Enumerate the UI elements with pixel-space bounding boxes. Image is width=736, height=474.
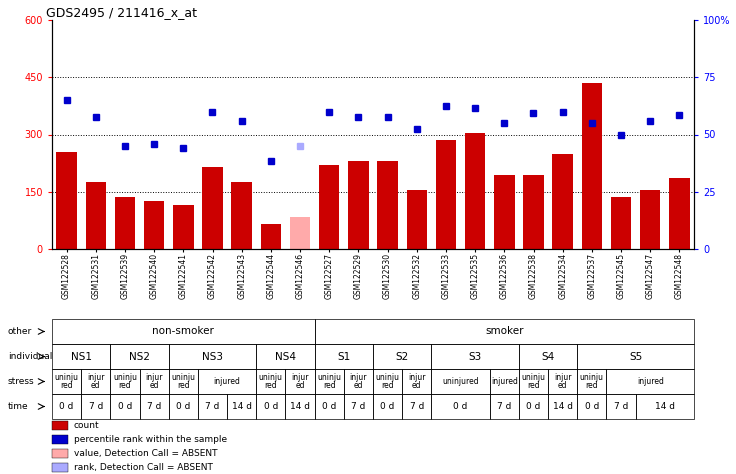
Text: 0 d: 0 d [453,402,468,411]
Text: injur
ed: injur ed [554,373,571,390]
Text: uninju
red: uninju red [317,373,342,390]
Text: uninju
red: uninju red [522,373,545,390]
Text: uninju
red: uninju red [259,373,283,390]
Text: NS3: NS3 [202,352,223,362]
Bar [52,449,68,458]
Text: 14 d: 14 d [290,402,310,411]
Text: NS1: NS1 [71,352,92,362]
Bar [581,83,602,249]
Bar [202,167,223,249]
Text: S5: S5 [629,352,643,362]
Bar [52,435,68,444]
Bar [57,152,77,249]
Text: injur
ed: injur ed [146,373,163,390]
Text: rank, Detection Call = ABSENT: rank, Detection Call = ABSENT [74,463,213,472]
Text: injured: injured [213,377,241,386]
Text: smoker: smoker [485,327,523,337]
Bar [436,140,456,249]
Text: S3: S3 [469,352,482,362]
Text: value, Detection Call = ABSENT: value, Detection Call = ABSENT [74,449,217,458]
Text: injured: injured [637,377,664,386]
Text: S4: S4 [542,352,555,362]
Bar [290,217,311,249]
Text: 0 d: 0 d [118,402,132,411]
Text: 0 d: 0 d [263,402,278,411]
Text: time: time [8,402,29,411]
Text: uninjured: uninjured [442,377,479,386]
Bar [52,463,68,472]
Text: injur
ed: injur ed [291,373,309,390]
Bar [115,198,135,249]
Bar [173,205,194,249]
Bar [378,161,397,249]
Bar [669,178,690,249]
Bar [523,174,544,249]
Text: S2: S2 [395,352,408,362]
Text: GDS2495 / 211416_x_at: GDS2495 / 211416_x_at [46,6,197,19]
Text: count: count [74,421,99,430]
Text: 14 d: 14 d [655,402,675,411]
Bar [319,165,339,249]
Bar [611,198,631,249]
Text: uninju
red: uninju red [375,373,400,390]
Bar [494,174,514,249]
Text: S1: S1 [337,352,350,362]
Text: 0 d: 0 d [381,402,394,411]
Bar [85,182,106,249]
Text: percentile rank within the sample: percentile rank within the sample [74,435,227,444]
Bar [640,190,660,249]
Text: NS2: NS2 [129,352,150,362]
Text: 0 d: 0 d [322,402,336,411]
Text: 7 d: 7 d [351,402,366,411]
Text: 7 d: 7 d [205,402,219,411]
Text: individual: individual [8,352,52,361]
Bar [52,421,68,430]
Text: injur
ed: injur ed [350,373,367,390]
Text: uninju
red: uninju red [54,373,79,390]
Bar [261,224,281,249]
Text: 0 d: 0 d [60,402,74,411]
Bar [348,161,369,249]
Text: 0 d: 0 d [584,402,599,411]
Text: injured: injured [491,377,517,386]
Text: 14 d: 14 d [232,402,252,411]
Text: injur
ed: injur ed [408,373,425,390]
Text: 7 d: 7 d [88,402,103,411]
Text: non-smoker: non-smoker [152,327,214,337]
Text: 14 d: 14 d [553,402,573,411]
Text: other: other [8,327,32,336]
Text: uninju
red: uninju red [171,373,195,390]
Text: uninju
red: uninju red [113,373,137,390]
Text: injur
ed: injur ed [87,373,105,390]
Bar [406,190,427,249]
Text: 7 d: 7 d [614,402,629,411]
Text: stress: stress [8,377,35,386]
Text: 7 d: 7 d [410,402,424,411]
Text: NS4: NS4 [275,352,296,362]
Bar [231,182,252,249]
Bar [465,133,485,249]
Text: 0 d: 0 d [176,402,191,411]
Text: 7 d: 7 d [147,402,161,411]
Text: 7 d: 7 d [497,402,512,411]
Bar [144,201,164,249]
Text: 0 d: 0 d [526,402,541,411]
Text: uninju
red: uninju red [580,373,604,390]
Bar [553,154,573,249]
